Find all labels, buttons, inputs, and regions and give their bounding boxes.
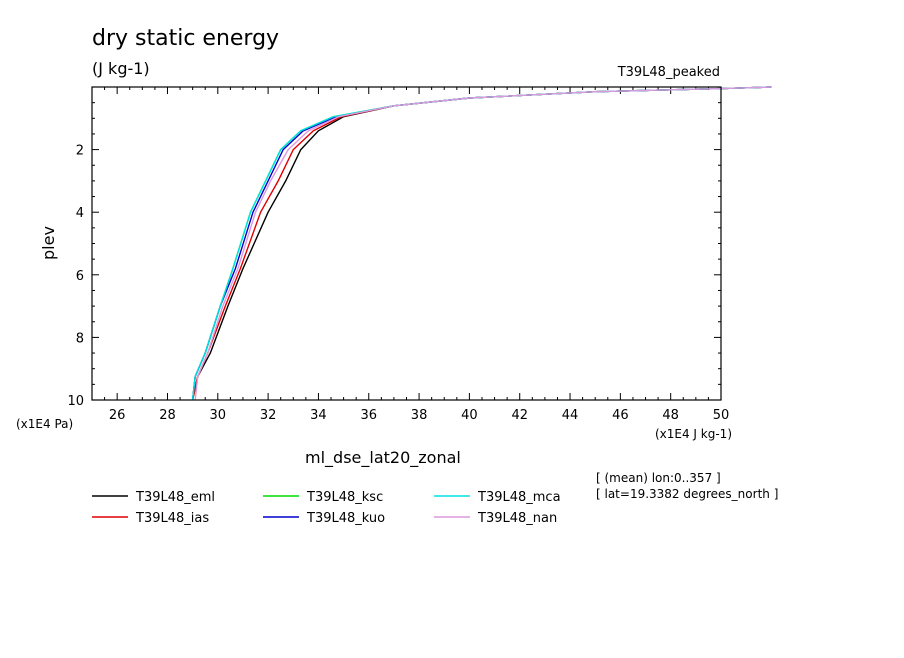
- y-tick-label: 8: [76, 331, 84, 346]
- series-line-t39l48-ksc: [191, 86, 772, 401]
- y-tick-label: 4: [76, 206, 84, 221]
- x-tick-label: 30: [210, 408, 227, 423]
- x-tick-label: 26: [109, 408, 126, 423]
- x-tick-label: 46: [612, 408, 629, 423]
- annotation-lon: [ (mean) lon:0..357 ]: [596, 471, 721, 485]
- y-tick-label: 6: [76, 269, 84, 284]
- series-line-t39l48-kuo: [191, 86, 772, 401]
- x-tick-label: 32: [260, 408, 277, 423]
- legend-label: T39L48_kuo: [306, 511, 385, 526]
- x-tick-label: 38: [411, 408, 428, 423]
- series-lines: [191, 86, 772, 401]
- x-tick-label: 36: [360, 408, 377, 423]
- y-axis-label: plev: [39, 226, 58, 260]
- plot-frame: [91, 86, 722, 401]
- legend-label: T39L48_ksc: [306, 490, 383, 505]
- experiment-label: T39L48_peaked: [617, 65, 720, 80]
- x-tick-label: 34: [310, 408, 327, 423]
- x-tick-label: 48: [662, 408, 679, 423]
- y-axis-units: (x1E4 Pa): [16, 417, 73, 431]
- x-tick-label: 42: [511, 408, 528, 423]
- chart-units: (J kg-1): [92, 59, 150, 78]
- legend-label: T39L48_eml: [135, 490, 215, 505]
- y-tick-label: 10: [67, 394, 84, 409]
- series-line-t39l48-ias: [191, 86, 772, 401]
- legend: T39L48_eml T39L48_ias T39L48_ksc T39L48_kuo…: [92, 490, 561, 526]
- series-line-t39l48-mca: [191, 86, 772, 401]
- y-tick-label: 2: [76, 144, 84, 159]
- legend-label: T39L48_mca: [477, 490, 561, 505]
- chart-title: dry static energy: [92, 26, 279, 51]
- x-axis-label: ml_dse_lat20_zonal: [305, 448, 461, 468]
- x-tick-label: 50: [713, 408, 730, 423]
- legend-label: T39L48_ias: [135, 511, 209, 526]
- legend-label: T39L48_nan: [477, 511, 557, 526]
- x-tick-label: 28: [159, 408, 176, 423]
- series-line-t39l48-nan: [194, 86, 772, 401]
- annotation-lat: [ lat=19.3382 degrees_north ]: [596, 487, 778, 501]
- x-axis-units: (x1E4 J kg-1): [655, 427, 732, 441]
- series-line-t39l48-eml: [191, 86, 772, 401]
- x-tick-label: 44: [562, 408, 579, 423]
- x-tick-label: 40: [461, 408, 478, 423]
